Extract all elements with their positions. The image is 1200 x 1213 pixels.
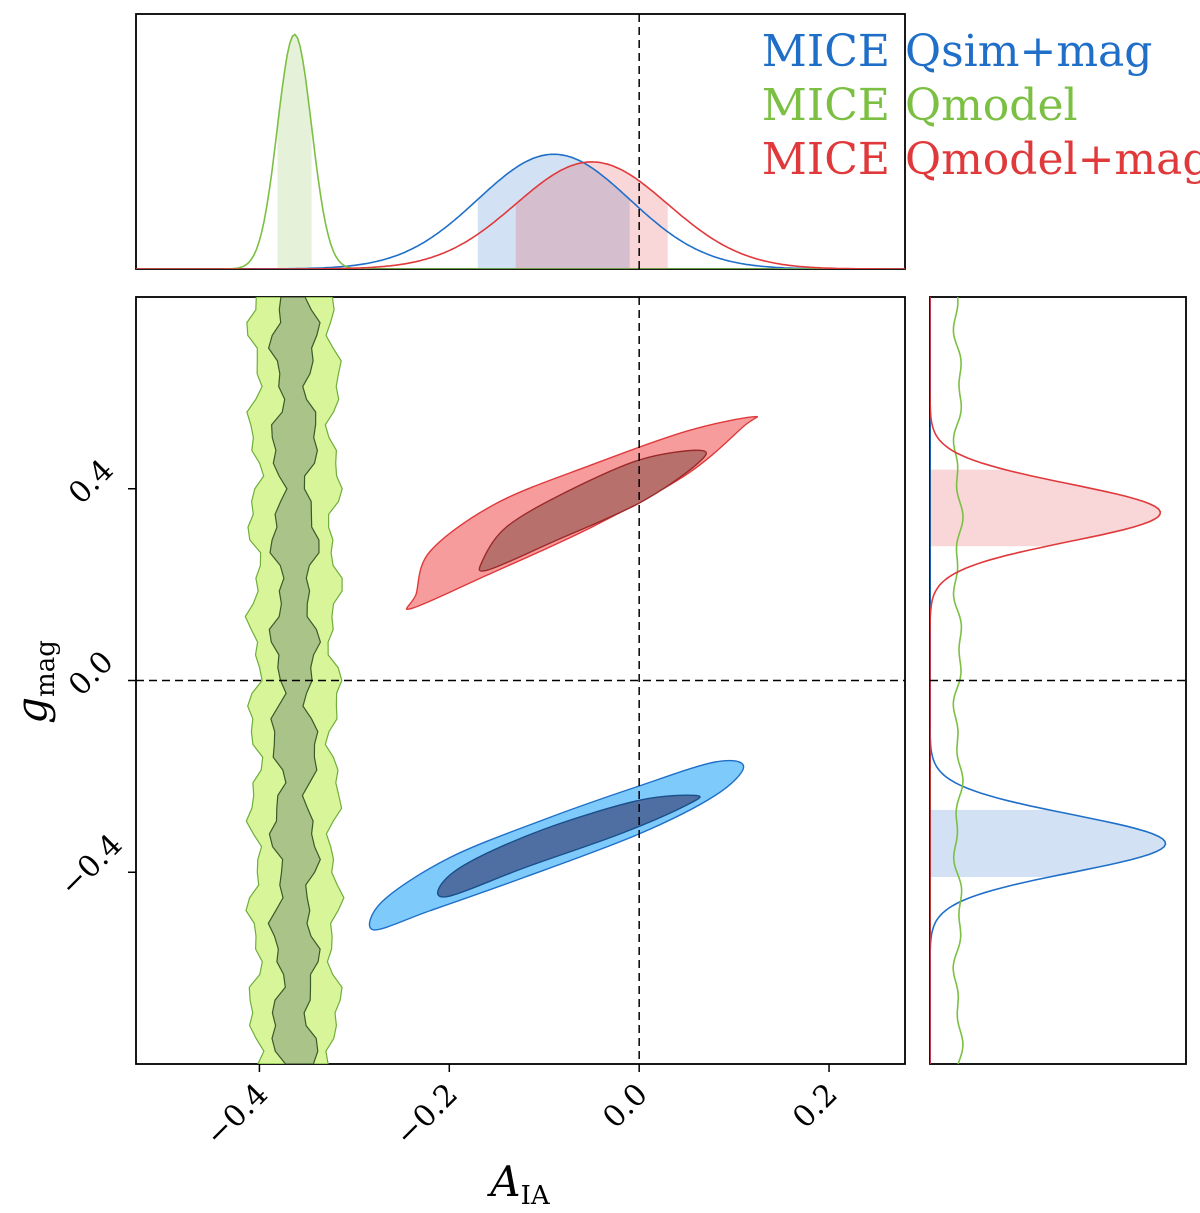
legend: MICE Qsim+mag MICE Qmodel MICE Qmodel+ma… [762,26,1200,185]
right-marginal-bands [930,469,1166,877]
top-curve-mice-qmodel [136,33,905,269]
legend-prefix-qmodel-mag: MICE [762,134,890,185]
contour-inner-mice-qsim-mag [436,794,701,898]
top-marginal-curves [136,33,905,269]
top-band-mice-qsim-mag [477,154,630,269]
x-tick-label: −0.2 [389,1077,465,1153]
right-curve-mice-qsim-mag [930,297,1167,1064]
legend-prefix-qsim-mag: MICE [762,26,890,77]
y-tick-label: −0.4 [53,827,129,903]
reference-lines [136,14,1186,1064]
right-curve-mice-qmodel-mag [930,297,1162,1064]
top-curve-mice-qmodel-mag [136,161,905,269]
x-tick-label: 0.2 [786,1077,844,1135]
top-band-mice-qmodel [277,34,312,269]
y-axis-label: gmag [7,640,61,724]
x-tick-label: −0.4 [199,1077,275,1153]
legend-suffix-qsim-mag: Qsim+mag [905,26,1152,77]
y-tick-label: 0.0 [62,645,120,703]
top-band-mice-qmodel-mag [515,161,668,269]
right-band-mice-qmodel-mag [930,469,1161,547]
top-marginal-bands [277,34,668,269]
contour-inner-mice-qmodel-mag [478,449,707,572]
main-contours [244,297,758,1064]
y-tick-label: 0.4 [62,453,120,511]
x-axis-label: AIA [486,1157,551,1211]
x-tick-label: 0.0 [596,1077,654,1135]
right-band-mice-qsim-mag [930,809,1166,877]
right-marginal-panel [929,296,1187,1065]
legend-suffix-qmodel-mag: Qmodel+mag [905,134,1200,185]
legend-prefix-qmodel: MICE [762,80,890,131]
legend-suffix-qmodel: Qmodel [905,80,1078,131]
